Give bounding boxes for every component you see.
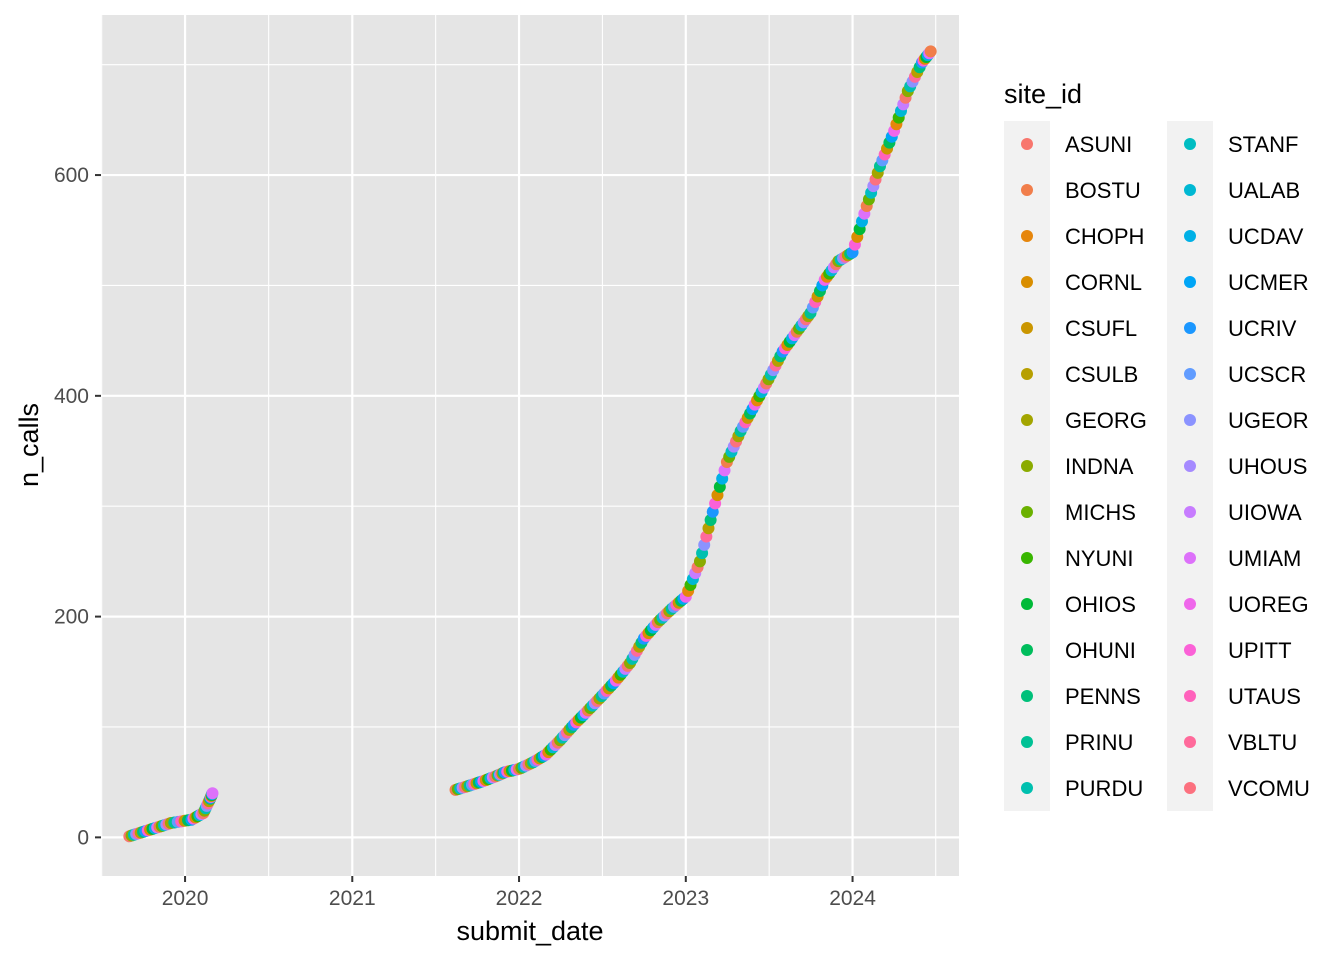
legend-label-stanf: STANF xyxy=(1228,132,1298,157)
legend-key-ucdav xyxy=(1184,230,1196,242)
x-tick-label: 2023 xyxy=(662,887,709,910)
legend-key-vcomu xyxy=(1184,782,1196,794)
legend-title: site_id xyxy=(1004,79,1082,109)
y-axis: 0 200 400 600 xyxy=(54,164,101,849)
legend-key-utaus xyxy=(1184,690,1196,702)
y-tick-label: 200 xyxy=(54,606,89,629)
legend-label-asuni: ASUNI xyxy=(1065,132,1132,157)
legend-key-ugeor xyxy=(1184,414,1196,426)
legend-key-prinu xyxy=(1021,736,1033,748)
legend-key-umiam xyxy=(1184,552,1196,564)
legend-key-michs xyxy=(1021,506,1033,518)
legend-label-utaus: UTAUS xyxy=(1228,684,1301,709)
legend-label-indna: INDNA xyxy=(1065,454,1134,479)
x-tick-label: 2021 xyxy=(329,887,376,910)
x-tick-label: 2022 xyxy=(496,887,543,910)
legend-label-prinu: PRINU xyxy=(1065,730,1133,755)
legend-key-ohuni xyxy=(1021,644,1033,656)
legend-label-csufl: CSUFL xyxy=(1065,316,1137,341)
legend-label-choph: CHOPH xyxy=(1065,224,1144,249)
legend-key-stanf xyxy=(1184,138,1196,150)
legend-label-ucmer: UCMER xyxy=(1228,270,1309,295)
legend-label-purdu: PURDU xyxy=(1065,776,1143,801)
y-tick-label: 600 xyxy=(54,164,89,187)
legend-label-ohuni: OHUNI xyxy=(1065,638,1136,663)
data-point xyxy=(206,787,219,800)
legend-label-cornl: CORNL xyxy=(1065,270,1142,295)
legend-key-uhous xyxy=(1184,460,1196,472)
legend-key-asuni xyxy=(1021,138,1033,150)
minor-gridlines xyxy=(101,15,959,876)
legend-key-csulb xyxy=(1021,368,1033,380)
legend-label-ucdav: UCDAV xyxy=(1228,224,1304,249)
y-axis-title: n_calls xyxy=(14,403,44,487)
legend-key-csufl xyxy=(1021,322,1033,334)
legend-key-ucmer xyxy=(1184,276,1196,288)
legend-key-upitt xyxy=(1184,644,1196,656)
y-tick-label: 400 xyxy=(54,385,89,408)
legend-label-nyuni: NYUNI xyxy=(1065,546,1133,571)
legend-key-indna xyxy=(1021,460,1033,472)
legend-key-vbltu xyxy=(1184,736,1196,748)
legend-key-uiowa xyxy=(1184,506,1196,518)
x-axis: 2020 2021 2022 2023 2024 xyxy=(162,876,876,910)
legend-label-michs: MICHS xyxy=(1065,500,1136,525)
x-axis-title: submit_date xyxy=(456,916,603,946)
legend-label-vcomu: VCOMU xyxy=(1228,776,1310,801)
legend-key-nyuni xyxy=(1021,552,1033,564)
legend-label-bostu: BOSTU xyxy=(1065,178,1141,203)
legend-label-uoreg: UOREG xyxy=(1228,592,1309,617)
legend-label-ucriv: UCRIV xyxy=(1228,316,1297,341)
legend-key-uoreg xyxy=(1184,598,1196,610)
legend-label-ohios: OHIOS xyxy=(1065,592,1136,617)
legend-key-cornl xyxy=(1021,276,1033,288)
legend-label-ualab: UALAB xyxy=(1228,178,1300,203)
x-tick-label: 2020 xyxy=(162,887,209,910)
data-point xyxy=(924,45,937,58)
legend-label-umiam: UMIAM xyxy=(1228,546,1301,571)
data-points xyxy=(123,45,937,843)
x-tick-label: 2024 xyxy=(829,887,876,910)
major-gridlines xyxy=(101,15,959,876)
legend-label-penns: PENNS xyxy=(1065,684,1141,709)
legend-key-bostu xyxy=(1021,184,1033,196)
legend-key-ucriv xyxy=(1184,322,1196,334)
legend-key-ucscr xyxy=(1184,368,1196,380)
legend-key-ohios xyxy=(1021,598,1033,610)
legend-key-purdu xyxy=(1021,782,1033,794)
legend-label-uhous: UHOUS xyxy=(1228,454,1307,479)
legend-label-ucscr: UCSCR xyxy=(1228,362,1306,387)
y-tick-label: 0 xyxy=(77,826,89,849)
legend-label-georg: GEORG xyxy=(1065,408,1147,433)
legend-label-uiowa: UIOWA xyxy=(1228,500,1302,525)
panel-background xyxy=(101,15,959,876)
legend-label-upitt: UPITT xyxy=(1228,638,1292,663)
legend: site_id ASUNI BOSTU CHOPH CORNL CSUFL CSULB GE… xyxy=(1004,79,1310,811)
legend-key-choph xyxy=(1021,230,1033,242)
legend-key-ualab xyxy=(1184,184,1196,196)
legend-label-csulb: CSULB xyxy=(1065,362,1138,387)
legend-entries: ASUNI BOSTU CHOPH CORNL CSUFL CSULB GEORG INDNA… xyxy=(1021,132,1310,801)
legend-key-georg xyxy=(1021,414,1033,426)
legend-label-vbltu: VBLTU xyxy=(1228,730,1297,755)
legend-label-ugeor: UGEOR xyxy=(1228,408,1309,433)
legend-key-penns xyxy=(1021,690,1033,702)
